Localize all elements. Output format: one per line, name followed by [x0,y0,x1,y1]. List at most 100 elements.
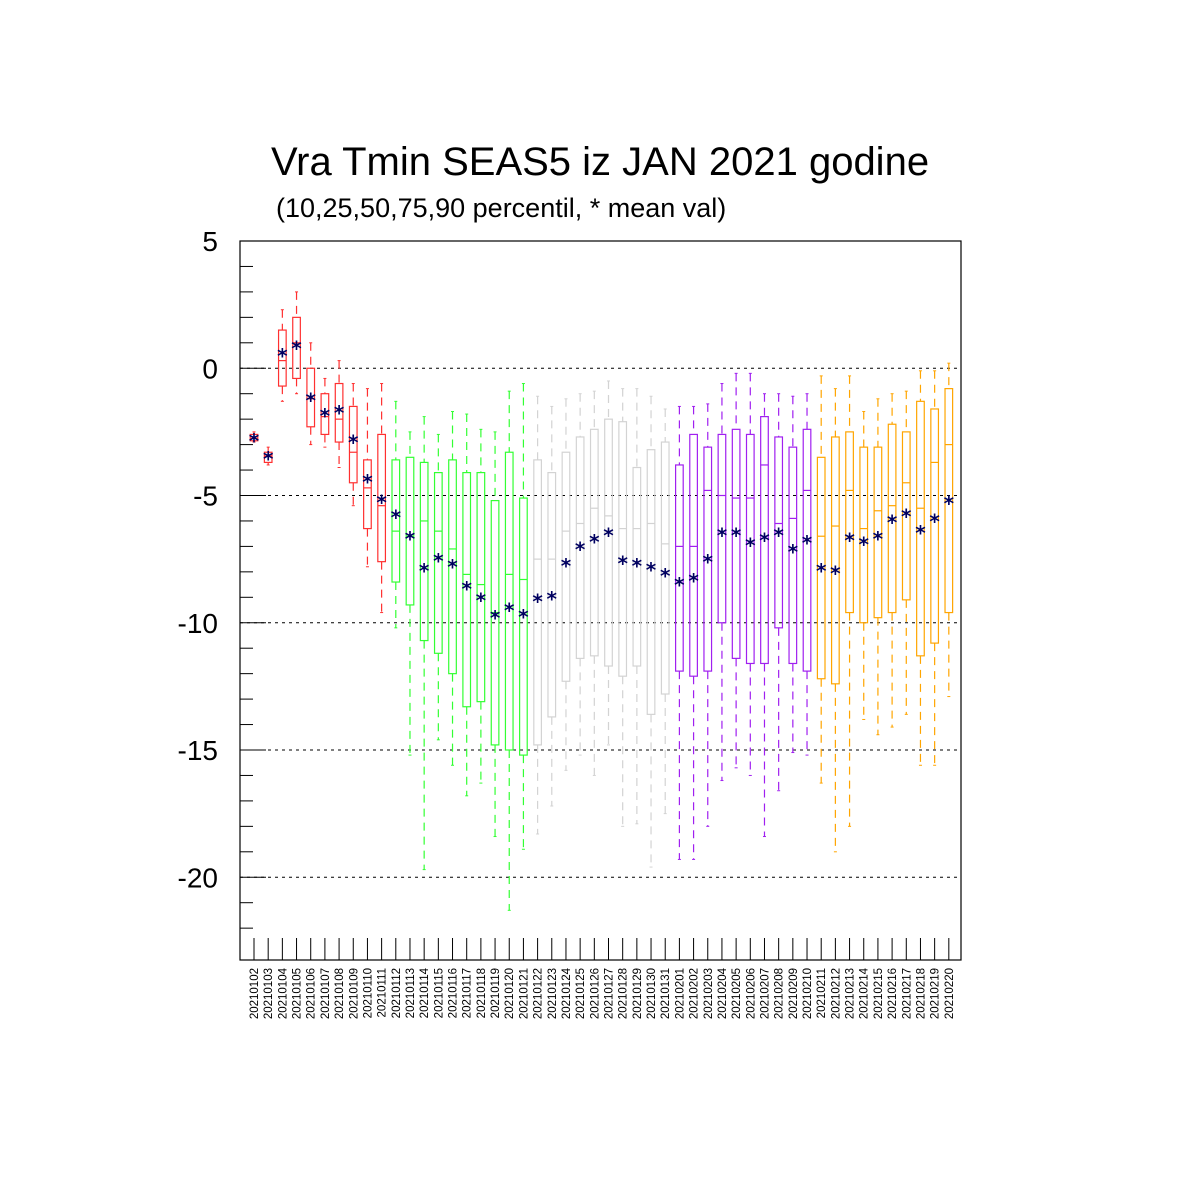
mean-marker: * [589,530,600,554]
y-tick-label: -5 [193,481,218,512]
x-tick-label: 20210204 [717,967,729,1019]
mean-marker: * [249,429,260,453]
box-20210102 [249,431,259,443]
box-iqr [774,436,784,629]
mean-marker: * [277,344,288,368]
box-iqr [901,431,911,601]
box-20210201 [674,405,684,860]
box-iqr [306,367,316,428]
x-tick-label: 20210102 [249,968,261,1019]
mean-marker: * [788,540,799,564]
box-iqr [845,431,854,614]
x-tick-label: 20210130 [646,968,658,1019]
box-iqr [830,436,840,685]
mean-marker: * [660,564,671,588]
box-iqr [632,466,642,667]
mean-marker: * [703,550,714,574]
mean-marker: * [334,401,345,425]
x-tick-label: 20210219 [930,968,942,1019]
mean-marker: * [561,554,572,578]
box-iqr [277,329,287,387]
box-iqr [533,459,542,746]
mean-marker: * [603,523,614,547]
y-tick-label: 5 [202,226,218,257]
x-tick-label: 20210214 [859,967,871,1019]
box-20210127 [604,380,613,746]
x-tick-label: 20210121 [518,968,530,1019]
box-20210114 [419,416,429,871]
x-tick-label: 20210122 [533,968,545,1019]
box-iqr [547,471,557,718]
box-iqr [731,428,741,659]
box-20210109 [348,383,358,507]
x-tick-label: 20210107 [320,968,332,1019]
box-20210210 [802,393,812,756]
box-20210106 [306,342,316,446]
box-iqr [348,405,358,484]
box-20210217 [901,390,911,715]
box-iqr [802,428,812,672]
box-20210204 [717,383,727,782]
box-20210119 [490,431,500,838]
mean-marker: * [731,523,742,547]
mean-marker: * [320,404,331,428]
box-iqr [788,446,798,665]
x-tick-label: 20210131 [660,968,672,1019]
x-tick-label: 20210203 [703,968,715,1019]
box-iqr [504,451,514,751]
x-tick-label: 20210108 [334,968,346,1019]
mean-marker: * [348,431,359,455]
mean-marker: * [447,555,458,579]
y-tick-label: -10 [178,608,218,639]
box-20210107 [320,377,330,448]
mean-marker: * [405,527,416,551]
box-iqr [363,459,372,530]
box-iqr [760,416,769,665]
box-20210214 [859,411,869,720]
x-tick-label: 20210114 [419,967,431,1018]
mean-marker: * [504,598,515,622]
box-iqr [618,421,628,677]
box-20210125 [575,393,585,756]
box-20210218 [916,370,925,766]
mean-marker: * [376,490,387,514]
box-20210121 [519,383,528,850]
mean-marker: * [391,506,402,530]
y-tick-label: -15 [178,735,218,766]
box-iqr [561,451,571,682]
box-20210112 [391,400,401,629]
box-iqr [703,446,713,672]
mean-marker: * [915,521,926,545]
mean-marker: * [859,532,870,556]
mean-marker: * [263,447,274,471]
x-tick-label: 20210123 [547,968,559,1019]
box-20210219 [930,370,940,766]
box-20210215 [873,398,883,736]
mean-marker: * [802,531,813,555]
mean-marker: * [887,511,898,535]
box-iqr [334,382,344,443]
axis-layer [240,240,950,960]
box-iqr [660,441,670,695]
box-iqr [405,456,415,606]
box-iqr [717,433,727,624]
box-iqr [859,446,869,624]
box-iqr [433,471,443,654]
box-iqr [419,461,429,642]
x-tick-label: 20210216 [887,968,899,1019]
box-20210207 [760,393,769,838]
x-tick-label: 20210113 [405,968,417,1018]
box-20210208 [774,393,784,792]
chart-title: Vra Tmin SEAS5 iz JAN 2021 godine [270,140,930,184]
mean-layer: *** *** ******* * ** ** * ** *** * ** * * * * *** * * * ** *… [249,336,955,630]
box-iqr [519,497,528,756]
box-20210220 [944,362,954,698]
chart-subtitle: (10,25,50,75,90 percentil, * mean val) [276,193,727,223]
x-tick-label: 20210210 [802,968,814,1019]
x-tick-label: 20210104 [277,967,289,1019]
box-20210128 [618,388,628,827]
box-iqr [646,449,656,715]
x-tick-label: 20210118 [476,968,488,1018]
x-tick-label: 20210127 [604,968,616,1019]
